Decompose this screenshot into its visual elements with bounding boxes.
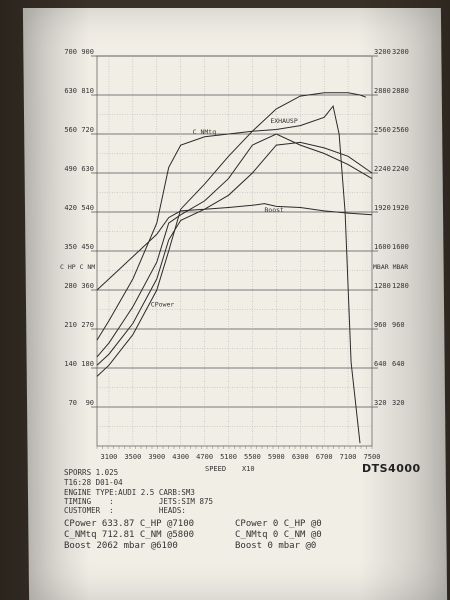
result2-boost: Boost 0 mbar @0: [235, 541, 317, 551]
right-b-tick-label: 1280: [392, 282, 409, 290]
left-torque-tick-label: 180: [81, 360, 94, 368]
result2-power: CPower 0 C_HP @0: [235, 519, 322, 529]
right-b-tick-label: 320: [392, 399, 405, 407]
x-tick-label: 7100: [340, 453, 357, 461]
right-a-tick-label: 640: [374, 360, 387, 368]
right-a-tick-label: 1280: [374, 282, 391, 290]
right-b-tick-label: 640: [392, 360, 405, 368]
result-torque: C_NMtq 712.81 C_NM @5800: [64, 530, 195, 540]
annotation-label: Boost: [264, 206, 284, 214]
right-a-tick-label: 1920: [374, 204, 391, 212]
left-power-tick-label: 630: [64, 87, 77, 95]
right-b-tick-label: 2560: [392, 126, 409, 134]
left-power-tick-label: 560: [64, 126, 77, 134]
right-b-tick-label: 1920: [392, 204, 409, 212]
left-torque-tick-label: 900: [81, 48, 94, 56]
footer-engine-type: ENGINE TYPE:AUDI 2.5 CARB:SM3: [64, 488, 195, 497]
right-b-tick-label: 3200: [392, 48, 409, 56]
x-axis-unit: X10: [242, 465, 255, 473]
y-axis-labels: 70 140 210 280 350 420 490 560 630 700 90 180 270 360…: [64, 48, 409, 407]
right-axis-units: MBAR MBAR: [373, 263, 408, 271]
right-b-tick-label: 1600: [392, 243, 409, 251]
series-line-c-hp: [96, 133, 373, 358]
right-a-tick-label: 2560: [374, 126, 391, 134]
right-a-tick-label: 1600: [374, 243, 391, 251]
left-axis-units: C HP C NM: [60, 263, 95, 271]
right-a-tick-label: 2240: [374, 165, 391, 173]
series-line-boost: [96, 203, 373, 291]
left-power-tick-label: 210: [64, 321, 77, 329]
right-b-tick-label: 960: [392, 321, 405, 329]
x-tick-label: 3100: [101, 453, 118, 461]
series-line-cpower2: [96, 141, 373, 366]
annotation-label: EXHAUSP: [270, 117, 297, 125]
right-a-tick-label: 3200: [374, 48, 391, 56]
x-tick-label: 7500: [364, 453, 381, 461]
series-line-cpower: [96, 92, 367, 377]
result-boost: Boost 2062 mbar @6100: [64, 541, 178, 551]
annotation-label: C NMtq: [193, 128, 217, 136]
x-tick-label: 5100: [220, 453, 237, 461]
left-torque-tick-label: 630: [81, 165, 94, 173]
left-power-tick-label: 490: [64, 165, 77, 173]
left-torque-tick-label: 540: [81, 204, 94, 212]
annotation-label: CPower: [151, 301, 175, 309]
chart-annotations: C NMtq EXHAUSP Boost CPower: [151, 117, 298, 309]
right-b-tick-label: 2880: [392, 87, 409, 95]
left-power-tick-label: 280: [64, 282, 77, 290]
footer-customer: CUSTOMER : HEADS:: [64, 506, 186, 515]
left-torque-tick-label: 360: [81, 282, 94, 290]
left-torque-tick-label: 450: [81, 243, 94, 251]
right-a-tick-label: 2880: [374, 87, 391, 95]
x-tick-label: 6300: [292, 453, 309, 461]
left-power-tick-label: 70: [69, 399, 77, 407]
x-tick-label: 5500: [244, 453, 261, 461]
footer-timing: TIMING : JETS:SIM 875: [64, 497, 214, 506]
left-torque-tick-label: 90: [86, 399, 94, 407]
footer-timestamp: T16:28 D01-04: [64, 478, 123, 487]
right-a-tick-label: 960: [374, 321, 387, 329]
x-tick-label: 3500: [124, 453, 141, 461]
x-tick-label: 4700: [196, 453, 213, 461]
x-tick-label: 4300: [172, 453, 189, 461]
x-tick-label: 5900: [268, 453, 285, 461]
left-power-tick-label: 700: [64, 48, 77, 56]
x-tick-label: 6700: [316, 453, 333, 461]
right-b-tick-label: 2240: [392, 165, 409, 173]
x-axis-label: SPEED: [205, 465, 226, 473]
footer-software: SPORRS 1.025: [64, 468, 119, 477]
left-torque-tick-label: 810: [81, 87, 94, 95]
left-torque-tick-label: 720: [81, 126, 94, 134]
left-torque-tick-label: 270: [81, 321, 94, 329]
brand-logo: DTS4000: [362, 462, 421, 475]
chart-series: [96, 92, 373, 444]
result2-torque: C_NMtq 0 C_NM @0: [235, 530, 322, 540]
left-power-tick-label: 420: [64, 204, 77, 212]
x-tick-label: 3900: [148, 453, 165, 461]
x-axis-tick-labels: 3100 3500 3900 4300 4700 5100 5500 5900 6300 6700…: [101, 453, 381, 461]
left-power-tick-label: 140: [64, 360, 77, 368]
chart-grid: [91, 55, 378, 449]
left-power-tick-label: 350: [64, 243, 77, 251]
result-power: CPower 633.87 C_HP @7100: [64, 519, 195, 529]
right-a-tick-label: 320: [374, 399, 387, 407]
